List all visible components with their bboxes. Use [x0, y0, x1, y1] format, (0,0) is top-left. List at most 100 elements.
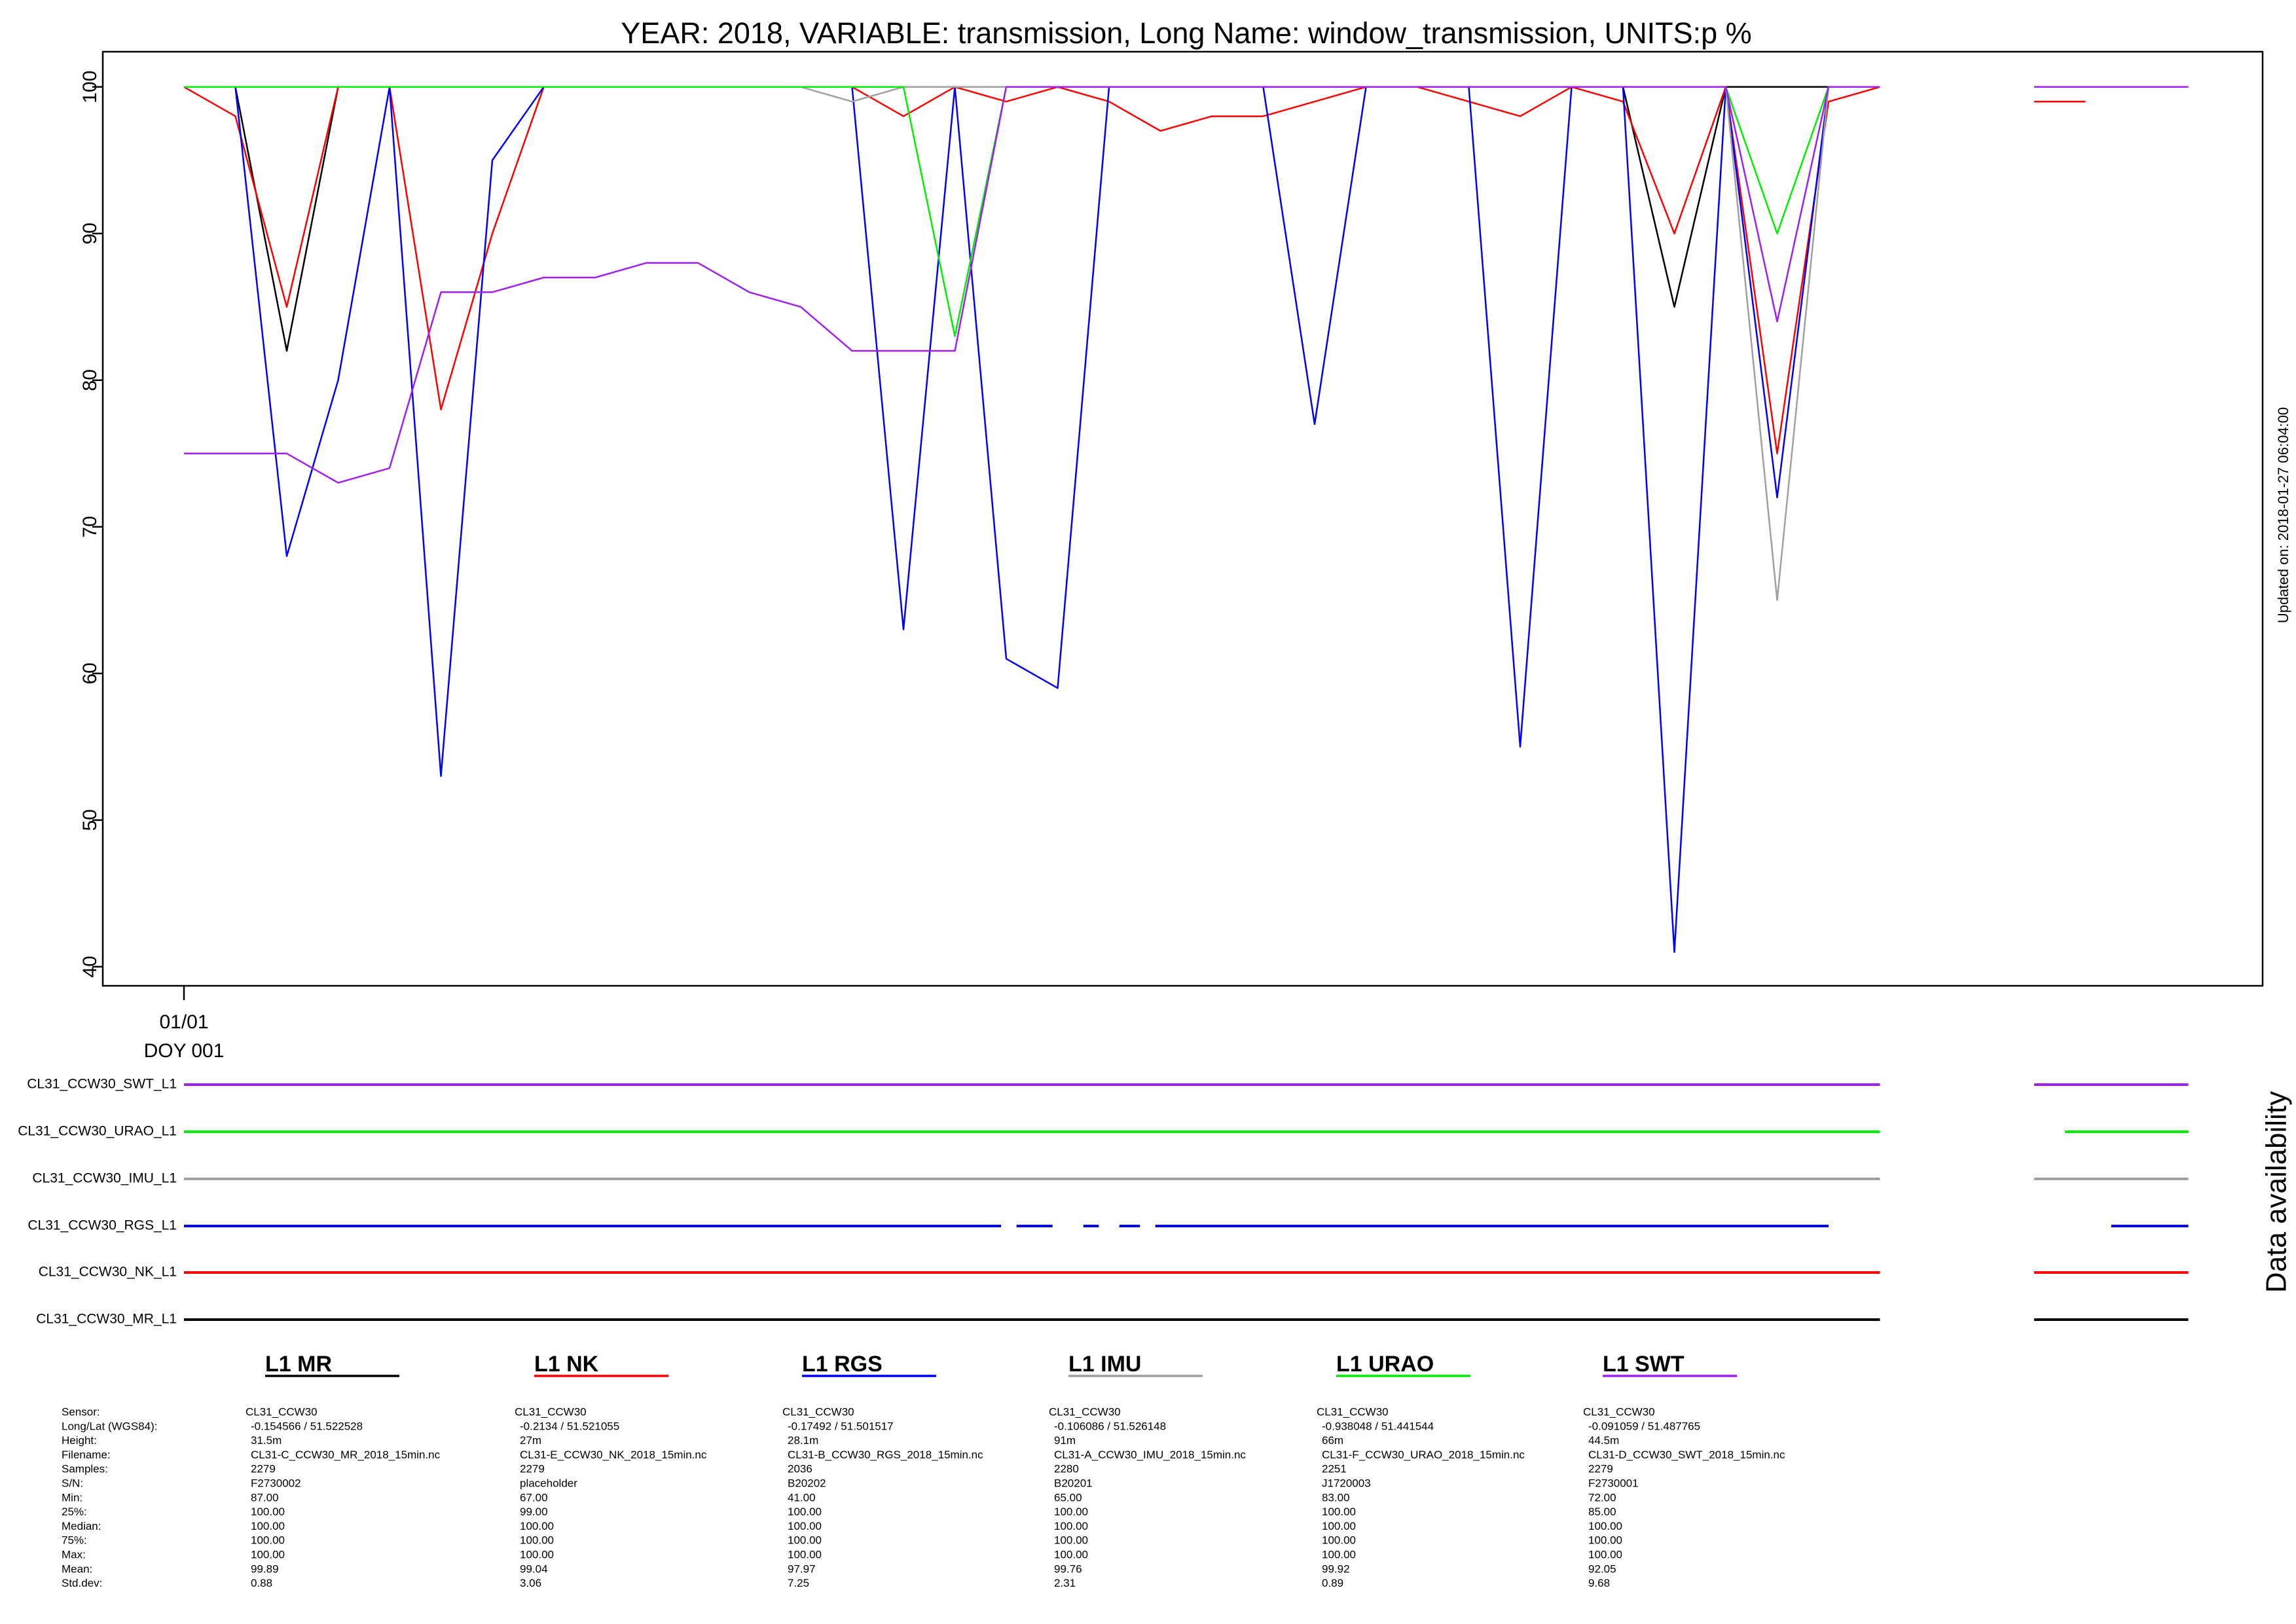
stats-value: 91m: [1054, 1434, 1076, 1447]
stats-label: Sensor:: [62, 1405, 100, 1418]
series-line: [184, 86, 2189, 352]
stats-value: 2279: [1588, 1463, 1613, 1475]
y-tick-label: 90: [79, 223, 101, 244]
availability-label: CL31_CCW30_NK_L1: [39, 1265, 177, 1280]
stats-value: 27m: [520, 1434, 541, 1447]
legend-label: L1 MR: [265, 1352, 332, 1377]
stats-value: J1720003: [1322, 1477, 1371, 1489]
stats-value: F2730001: [1588, 1477, 1639, 1489]
stats-value: CL31-B_CCW30_RGS_2018_15min.nc: [788, 1449, 983, 1461]
stats-value: CL31_CCW30: [246, 1405, 318, 1418]
availability-label: CL31_CCW30_SWT_L1: [27, 1077, 177, 1092]
availability-label: CL31_CCW30_RGS_L1: [27, 1218, 177, 1233]
stats-value: 65.00: [1054, 1491, 1082, 1504]
y-tick-label: 50: [79, 809, 101, 831]
stats-value: 100.00: [1322, 1534, 1356, 1547]
stats-value: 100.00: [1054, 1548, 1088, 1561]
stats-value: 44.5m: [1588, 1434, 1619, 1447]
stats-value: 99.04: [520, 1562, 548, 1575]
stats-value: 28.1m: [788, 1434, 818, 1447]
stats-value: 99.76: [1054, 1562, 1082, 1575]
stats-value: 100.00: [788, 1548, 822, 1561]
stats-value: 99.89: [251, 1562, 279, 1575]
stats-label: Min:: [62, 1491, 82, 1504]
stats-value: 66m: [1322, 1434, 1343, 1447]
stats-value: 92.05: [1588, 1562, 1616, 1575]
series-line: [184, 86, 2189, 484]
stats-value: -0.2134 / 51.521055: [520, 1420, 619, 1432]
stats-value: CL31_CCW30: [1049, 1405, 1121, 1418]
stats-value: 2279: [251, 1463, 276, 1475]
stats-value: 100.00: [251, 1520, 285, 1532]
stats-value: 100.00: [520, 1520, 554, 1532]
stats-value: 41.00: [788, 1491, 816, 1504]
series-line: [184, 86, 2189, 602]
y-tick-label: 100: [79, 71, 101, 103]
stats-value: -0.106086 / 51.526148: [1054, 1420, 1166, 1432]
stats-value: 100.00: [1322, 1506, 1356, 1518]
stats-value: 0.89: [1322, 1577, 1343, 1589]
stats-value: CL31-A_CCW30_IMU_2018_15min.nc: [1054, 1449, 1246, 1461]
stats-value: 83.00: [1322, 1491, 1350, 1504]
y-tick-label: 80: [79, 369, 101, 391]
stats-value: -0.154566 / 51.522528: [251, 1420, 363, 1432]
stats-label: S/N:: [62, 1477, 83, 1489]
stats-value: 100.00: [1054, 1520, 1088, 1532]
stats-label: Mean:: [62, 1562, 92, 1575]
stats-label: 25%:: [62, 1506, 87, 1518]
stats-value: -0.091059 / 51.487765: [1588, 1420, 1700, 1432]
stats-value: 100.00: [1322, 1520, 1356, 1532]
stats-value: 100.00: [251, 1548, 285, 1561]
y-tick-label: 60: [79, 662, 101, 684]
stats-value: 0.88: [251, 1577, 272, 1589]
stats-value: 99.92: [1322, 1562, 1350, 1575]
y-tick-label: 70: [79, 516, 101, 537]
stats-value: 3.06: [520, 1577, 541, 1589]
stats-value: 2279: [520, 1463, 545, 1475]
stats-value: 67.00: [520, 1491, 548, 1504]
stats-value: 100.00: [1588, 1520, 1622, 1532]
series-line: [183, 86, 2086, 455]
stats-value: 100.00: [1054, 1534, 1088, 1547]
stats-value: 31.5m: [251, 1434, 282, 1447]
stats-label: Std.dev:: [62, 1577, 102, 1589]
availability-title: Data availability: [2261, 1091, 2293, 1293]
stats-label: 75%:: [62, 1534, 87, 1547]
stats-value: B20201: [1054, 1477, 1093, 1489]
stats-value: CL31_CCW30: [1317, 1405, 1389, 1418]
series-line: [184, 86, 2189, 953]
stats-value: CL31-C_CCW30_MR_2018_15min.nc: [251, 1449, 441, 1461]
stats-value: F2730002: [251, 1477, 301, 1489]
stats-value: 100.00: [788, 1534, 822, 1547]
stats-value: 100.00: [788, 1506, 822, 1518]
stats-value: 2280: [1054, 1463, 1079, 1475]
stats-value: 2251: [1322, 1463, 1347, 1475]
stats-value: CL31_CCW30: [515, 1405, 587, 1418]
stats-value: 100.00: [1322, 1548, 1356, 1561]
stats-value: 100.00: [520, 1534, 554, 1547]
stats-value: placeholder: [520, 1477, 577, 1489]
stats-value: 87.00: [251, 1491, 279, 1504]
legend-label: L1 IMU: [1068, 1352, 1141, 1377]
legend-label: L1 URAO: [1336, 1352, 1434, 1377]
x-tick-sublabel: DOY 001: [144, 1040, 225, 1062]
chart-title: YEAR: 2018, VARIABLE: transmission, Long…: [621, 16, 1751, 50]
y-tick-label: 40: [79, 956, 101, 977]
stats-value: CL31_CCW30: [782, 1405, 854, 1418]
legend-label: L1 RGS: [802, 1352, 883, 1377]
availability-label: CL31_CCW30_URAO_L1: [18, 1124, 177, 1139]
stats-value: 100.00: [520, 1548, 554, 1561]
x-tick-label: 01/01: [159, 1011, 208, 1033]
stats-label: Max:: [62, 1548, 86, 1561]
stats-value: CL31-F_CCW30_URAO_2018_15min.nc: [1322, 1449, 1525, 1461]
updated-note: Updated on: 2018-01-27 06:04:00: [2275, 407, 2291, 623]
plot-frame: [101, 50, 2264, 987]
stats-value: -0.938048 / 51.441544: [1322, 1420, 1434, 1432]
stats-value: 72.00: [1588, 1491, 1616, 1504]
legend-label: L1 NK: [534, 1352, 599, 1377]
legend-label: L1 SWT: [1603, 1352, 1685, 1377]
stats-value: 100.00: [251, 1534, 285, 1547]
stats-value: 100.00: [1054, 1506, 1088, 1518]
stats-value: 7.25: [788, 1577, 809, 1589]
stats-value: 2.31: [1054, 1577, 1076, 1589]
